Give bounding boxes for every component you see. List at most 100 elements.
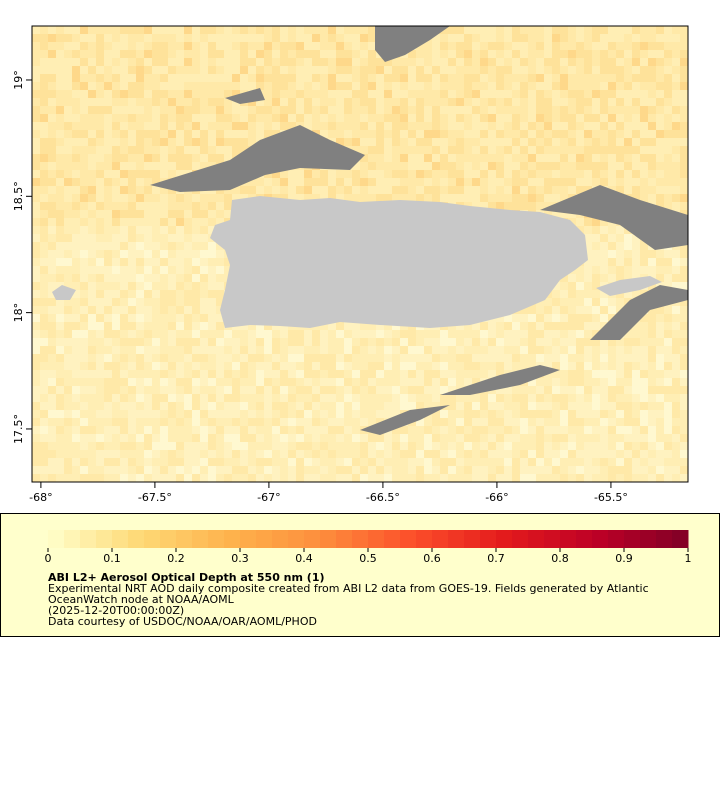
raster-cell <box>112 434 120 442</box>
raster-cell <box>184 42 192 50</box>
raster-cell <box>320 26 328 34</box>
raster-cell <box>40 306 48 314</box>
raster-cell <box>360 378 368 386</box>
raster-cell <box>88 218 96 226</box>
raster-cell <box>480 130 488 138</box>
raster-cell <box>472 426 480 434</box>
raster-cell <box>336 362 344 370</box>
raster-cell <box>472 474 480 482</box>
raster-cell <box>120 130 128 138</box>
raster-cell <box>616 242 624 250</box>
raster-cell <box>304 34 312 42</box>
raster-cell <box>112 394 120 402</box>
raster-cell <box>480 410 488 418</box>
raster-cell <box>424 122 432 130</box>
raster-cell <box>648 186 656 194</box>
raster-cell <box>144 410 152 418</box>
raster-cell <box>176 106 184 114</box>
raster-cell <box>88 258 96 266</box>
raster-cell <box>368 474 376 482</box>
raster-cell <box>480 74 488 82</box>
raster-cell <box>72 42 80 50</box>
raster-cell <box>456 98 464 106</box>
raster-cell <box>64 394 72 402</box>
raster-cell <box>192 474 200 482</box>
raster-cell <box>416 194 424 202</box>
raster-cell <box>672 434 680 442</box>
raster-cell <box>32 82 40 90</box>
raster-cell <box>56 122 64 130</box>
raster-cell <box>648 154 656 162</box>
raster-cell <box>160 370 168 378</box>
raster-cell <box>168 258 176 266</box>
raster-cell <box>240 186 248 194</box>
raster-cell <box>104 314 112 322</box>
raster-cell <box>208 442 216 450</box>
raster-cell <box>232 410 240 418</box>
raster-cell <box>632 186 640 194</box>
raster-cell <box>576 58 584 66</box>
raster-cell <box>520 330 528 338</box>
raster-cell <box>304 330 312 338</box>
raster-cell <box>624 458 632 466</box>
raster-cell <box>344 330 352 338</box>
raster-cell <box>552 194 560 202</box>
raster-cell <box>624 346 632 354</box>
raster-cell <box>504 474 512 482</box>
raster-cell <box>432 434 440 442</box>
raster-cell <box>336 26 344 34</box>
raster-cell <box>480 394 488 402</box>
raster-cell <box>256 418 264 426</box>
raster-cell <box>184 194 192 202</box>
raster-cell <box>488 442 496 450</box>
raster-cell <box>120 74 128 82</box>
raster-cell <box>96 42 104 50</box>
raster-cell <box>416 330 424 338</box>
raster-cell <box>120 138 128 146</box>
raster-cell <box>176 26 184 34</box>
raster-cell <box>328 434 336 442</box>
raster-cell <box>200 330 208 338</box>
raster-cell <box>312 410 320 418</box>
raster-cell <box>432 418 440 426</box>
raster-cell <box>416 122 424 130</box>
raster-cell <box>664 402 672 410</box>
raster-cell <box>312 354 320 362</box>
raster-cell <box>464 114 472 122</box>
raster-cell <box>512 426 520 434</box>
raster-cell <box>552 26 560 34</box>
raster-cell <box>544 178 552 186</box>
raster-cell <box>40 106 48 114</box>
raster-cell <box>376 346 384 354</box>
raster-cell <box>200 162 208 170</box>
raster-cell <box>440 114 448 122</box>
raster-cell <box>160 130 168 138</box>
raster-cell <box>272 418 280 426</box>
raster-cell <box>208 154 216 162</box>
raster-cell <box>360 90 368 98</box>
raster-cell <box>312 58 320 66</box>
raster-cell <box>608 442 616 450</box>
raster-cell <box>168 138 176 146</box>
raster-cell <box>680 258 688 266</box>
raster-cell <box>632 106 640 114</box>
raster-cell <box>344 354 352 362</box>
raster-cell <box>552 154 560 162</box>
raster-cell <box>624 162 632 170</box>
raster-cell <box>256 122 264 130</box>
raster-cell <box>504 50 512 58</box>
raster-cell <box>504 410 512 418</box>
raster-cell <box>264 426 272 434</box>
raster-cell <box>232 474 240 482</box>
raster-cell <box>528 58 536 66</box>
raster-cell <box>80 450 88 458</box>
raster-cell <box>240 418 248 426</box>
raster-cell <box>600 274 608 282</box>
raster-cell <box>536 434 544 442</box>
raster-cell <box>656 186 664 194</box>
raster-cell <box>248 394 256 402</box>
raster-cell <box>136 82 144 90</box>
raster-cell <box>528 378 536 386</box>
raster-cell <box>176 98 184 106</box>
raster-cell <box>80 242 88 250</box>
